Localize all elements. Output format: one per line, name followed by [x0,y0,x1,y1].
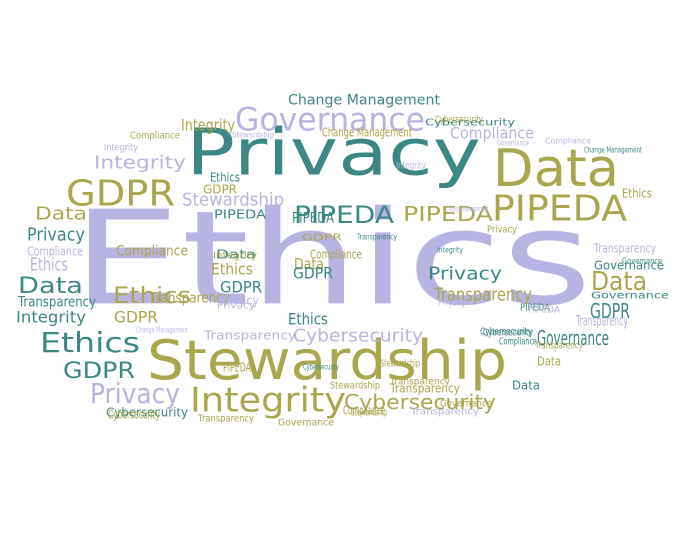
word: Integrity [396,159,426,172]
word: Privacy [438,296,466,309]
word: Privacy [219,292,259,308]
word: Transparency [390,380,460,396]
word: PIPEDA [403,202,493,227]
word: Cybersecurity [435,113,483,126]
word: Cybersecurity [425,116,515,129]
word: GDPR [114,307,158,327]
word: Change Management [446,203,488,214]
word: Transparency [390,375,450,388]
word: Ethics [113,282,191,309]
word: Integrity [16,307,86,327]
word: Privacy [217,299,255,312]
word: GDPR [66,172,175,215]
word: GDPR [293,263,333,283]
word: Integrity [181,115,235,135]
word: Ethics [210,169,240,185]
word: GDPR [220,277,262,297]
word: Cybersecurity [108,406,160,422]
word: Ethics [30,254,68,276]
word: Compliance [499,335,537,348]
word: Cybersecurity [483,326,533,339]
word: Data [591,265,647,297]
word: Transparency [18,294,96,311]
word: Cybersecurity [480,325,532,338]
word: GDPR [590,299,630,324]
word: Transparency [576,313,628,330]
word: Integrity [104,141,138,154]
word: Transparency [204,327,296,343]
word: Governance [594,257,664,273]
word: Data [493,137,619,199]
word: PIPEDA [214,206,266,222]
word: Compliance [545,135,591,146]
word: Change Management [584,144,642,155]
word: Stewardship [330,379,380,392]
word: Data [512,377,540,393]
word: Cybersecurity [106,404,188,420]
word: Integrity [437,244,463,255]
word: Integrity [213,249,257,262]
word: PIPEDA [520,301,550,314]
word: PIPEDA [528,303,560,316]
word: Cybersecurity [293,325,423,347]
word: Integrity [190,379,346,420]
word: Transparency [434,284,532,306]
word: GDPR [302,231,342,244]
word: Transparency [198,412,254,425]
word: Data [35,203,87,225]
word: Ethics [622,185,652,201]
word: Privacy [487,223,517,236]
word: Ethics [72,183,592,335]
word: Transparency [150,290,230,307]
word: Privacy [27,224,85,246]
word: Transparency [357,231,397,242]
word: Cybersecurity [303,361,339,372]
word: Governance [235,101,425,139]
word: Compliance [450,123,534,143]
word: Data [537,353,561,369]
word: Ethics [211,259,253,279]
word: Stewardship [351,406,387,419]
word: PIPEDA [292,210,334,227]
word: Privacy [186,116,481,191]
word: Transparency [535,339,583,352]
word: Cybersecurity [344,390,496,415]
word: Governance [278,416,334,429]
word: Governance [537,326,609,351]
word: Compliance [27,243,83,259]
word: Governance [591,289,669,302]
word: Privacy [428,263,502,285]
word: Stewardship [380,357,420,370]
word: Compliance [310,246,362,262]
word: GDPR [63,357,135,384]
word: PIPEDA [492,187,627,230]
word: Change Management [322,124,412,140]
word: Data [294,254,324,274]
word: Stewardship [182,189,284,211]
word: Compliance [130,129,180,142]
word: Integrity [94,152,186,174]
word: Transparency [411,405,479,418]
word: Privacy [90,377,180,411]
word: Change Management [288,92,440,109]
word: Stewardship [232,129,274,140]
word: Compliance [343,402,385,418]
word: Governance [622,255,662,266]
word: PIPEDA [223,359,251,375]
word: Compliance [116,243,188,260]
word: Governance [440,397,492,410]
word: Data [18,272,83,299]
word: Ethics [288,309,328,329]
word: Stewardship [147,329,507,393]
word: GDPR [203,181,237,197]
word: PIPEDA [294,201,394,230]
word: Transparency [594,240,656,256]
word: Data [216,246,256,262]
word: Governance [497,137,529,148]
word: Ethics [40,326,140,360]
word: Change Management [136,324,188,335]
